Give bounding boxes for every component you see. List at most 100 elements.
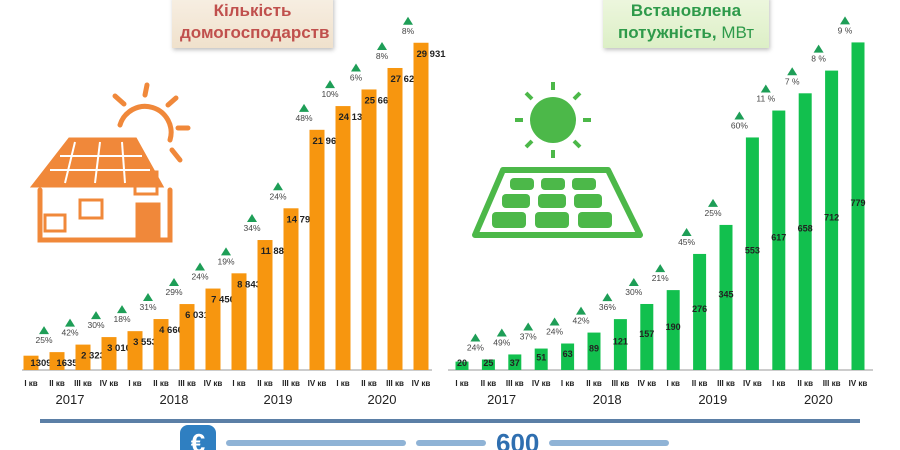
bar: [640, 303, 654, 370]
quarter-label: I кв: [455, 379, 468, 388]
logo-icon: €: [180, 425, 216, 450]
value-label: 25: [483, 358, 493, 368]
growth-label: 42%: [572, 316, 589, 326]
capacity-unit: МВт: [721, 23, 755, 42]
quarter-label: I кв: [561, 379, 574, 388]
growth-label: 18%: [113, 314, 130, 324]
bar: [666, 290, 680, 370]
growth-label: 10%: [321, 89, 338, 99]
households-title-line2: домогосподарств: [180, 23, 330, 42]
bar: [693, 253, 707, 370]
growth-triangle-icon: [91, 311, 101, 320]
footer-number: 600: [496, 427, 540, 450]
value-label: 121: [613, 337, 628, 347]
value-label: 2 323: [81, 351, 105, 362]
value-label: 27 623: [390, 74, 419, 85]
growth-triangle-icon: [602, 293, 613, 302]
growth-triangle-icon: [117, 305, 127, 314]
quarter-label: II кв: [797, 379, 813, 388]
growth-triangle-icon: [681, 227, 692, 236]
value-label: 11 888: [261, 246, 290, 257]
growth-triangle-icon: [325, 80, 335, 89]
quarter-label: IV кв: [849, 379, 868, 388]
value-label: 3 010: [107, 343, 131, 354]
quarter-label: IV кв: [100, 379, 119, 388]
bar: [361, 89, 377, 370]
quarter-label: III кв: [386, 379, 404, 388]
growth-triangle-icon: [840, 16, 850, 25]
value-label: 157: [639, 329, 654, 339]
value-label: 6 031: [185, 310, 209, 321]
value-label: 1309: [30, 358, 51, 369]
value-label: 51: [536, 353, 546, 363]
value-label: 14 790: [286, 214, 315, 225]
bar: [309, 129, 325, 370]
value-label: 29 931: [416, 49, 446, 60]
quarter-label: I кв: [667, 379, 680, 388]
value-label: 276: [692, 304, 707, 314]
value-label: 7 450: [211, 295, 235, 306]
growth-label: 11 %: [756, 94, 775, 104]
growth-label: 60%: [731, 120, 748, 130]
quarter-label: IV кв: [308, 379, 327, 388]
footer-text-cut: [416, 440, 486, 446]
growth-label: 37%: [520, 332, 537, 342]
capacity-title: Встановлена потужність, МВт: [603, 0, 769, 48]
quarter-label: IV кв: [637, 379, 656, 388]
quarter-label: II кв: [361, 379, 377, 388]
year-label: 2018: [160, 392, 189, 407]
year-label: 2018: [593, 392, 622, 407]
growth-triangle-icon: [813, 44, 824, 53]
quarter-label: I кв: [24, 379, 37, 388]
bar: [23, 355, 39, 370]
growth-triangle-icon: [734, 111, 745, 120]
growth-label: 30%: [87, 320, 104, 330]
footer: € 600: [180, 425, 670, 450]
quarter-label: III кв: [717, 379, 735, 388]
bar: [772, 110, 786, 371]
growth-label: 8 %: [811, 54, 826, 64]
footer-text-cut: [226, 440, 406, 446]
year-label: 2020: [368, 392, 397, 407]
quarter-label: IV кв: [412, 379, 431, 388]
quarter-label: I кв: [128, 379, 141, 388]
year-label: 2019: [698, 392, 727, 407]
growth-triangle-icon: [787, 67, 798, 76]
quarter-label: IV кв: [204, 379, 223, 388]
growth-label: 24%: [546, 327, 563, 337]
growth-triangle-icon: [708, 198, 718, 207]
growth-label: 42%: [61, 328, 78, 338]
growth-label: 31%: [139, 302, 156, 312]
bar: [49, 352, 65, 370]
growth-label: 48%: [295, 113, 312, 123]
value-label: 37: [510, 358, 520, 368]
bar: [101, 337, 117, 370]
bar: [719, 224, 733, 370]
value-label: 553: [745, 246, 760, 256]
growth-triangle-icon: [351, 63, 361, 72]
footer-text-cut: [549, 440, 670, 446]
value-label: 20: [457, 358, 467, 368]
growth-triangle-icon: [655, 264, 666, 273]
growth-triangle-icon: [760, 84, 771, 93]
quarter-label: III кв: [611, 379, 629, 388]
growth-triangle-icon: [195, 262, 205, 271]
value-label: 617: [771, 232, 786, 242]
quarter-label: IV кв: [743, 379, 762, 388]
growth-label: 25%: [35, 335, 52, 345]
bar: [387, 67, 403, 371]
quarter-label: II кв: [257, 379, 273, 388]
growth-triangle-icon: [628, 277, 639, 286]
capacity-title-line1: Встановлена: [630, 1, 742, 20]
bar: [481, 359, 495, 370]
growth-label: 45%: [678, 237, 695, 247]
bar: [335, 106, 351, 371]
growth-label: 21%: [652, 273, 669, 283]
bar: [561, 343, 575, 370]
value-label: 21 968: [312, 136, 341, 147]
year-label: 2020: [804, 392, 833, 407]
value-label: 658: [798, 224, 813, 234]
